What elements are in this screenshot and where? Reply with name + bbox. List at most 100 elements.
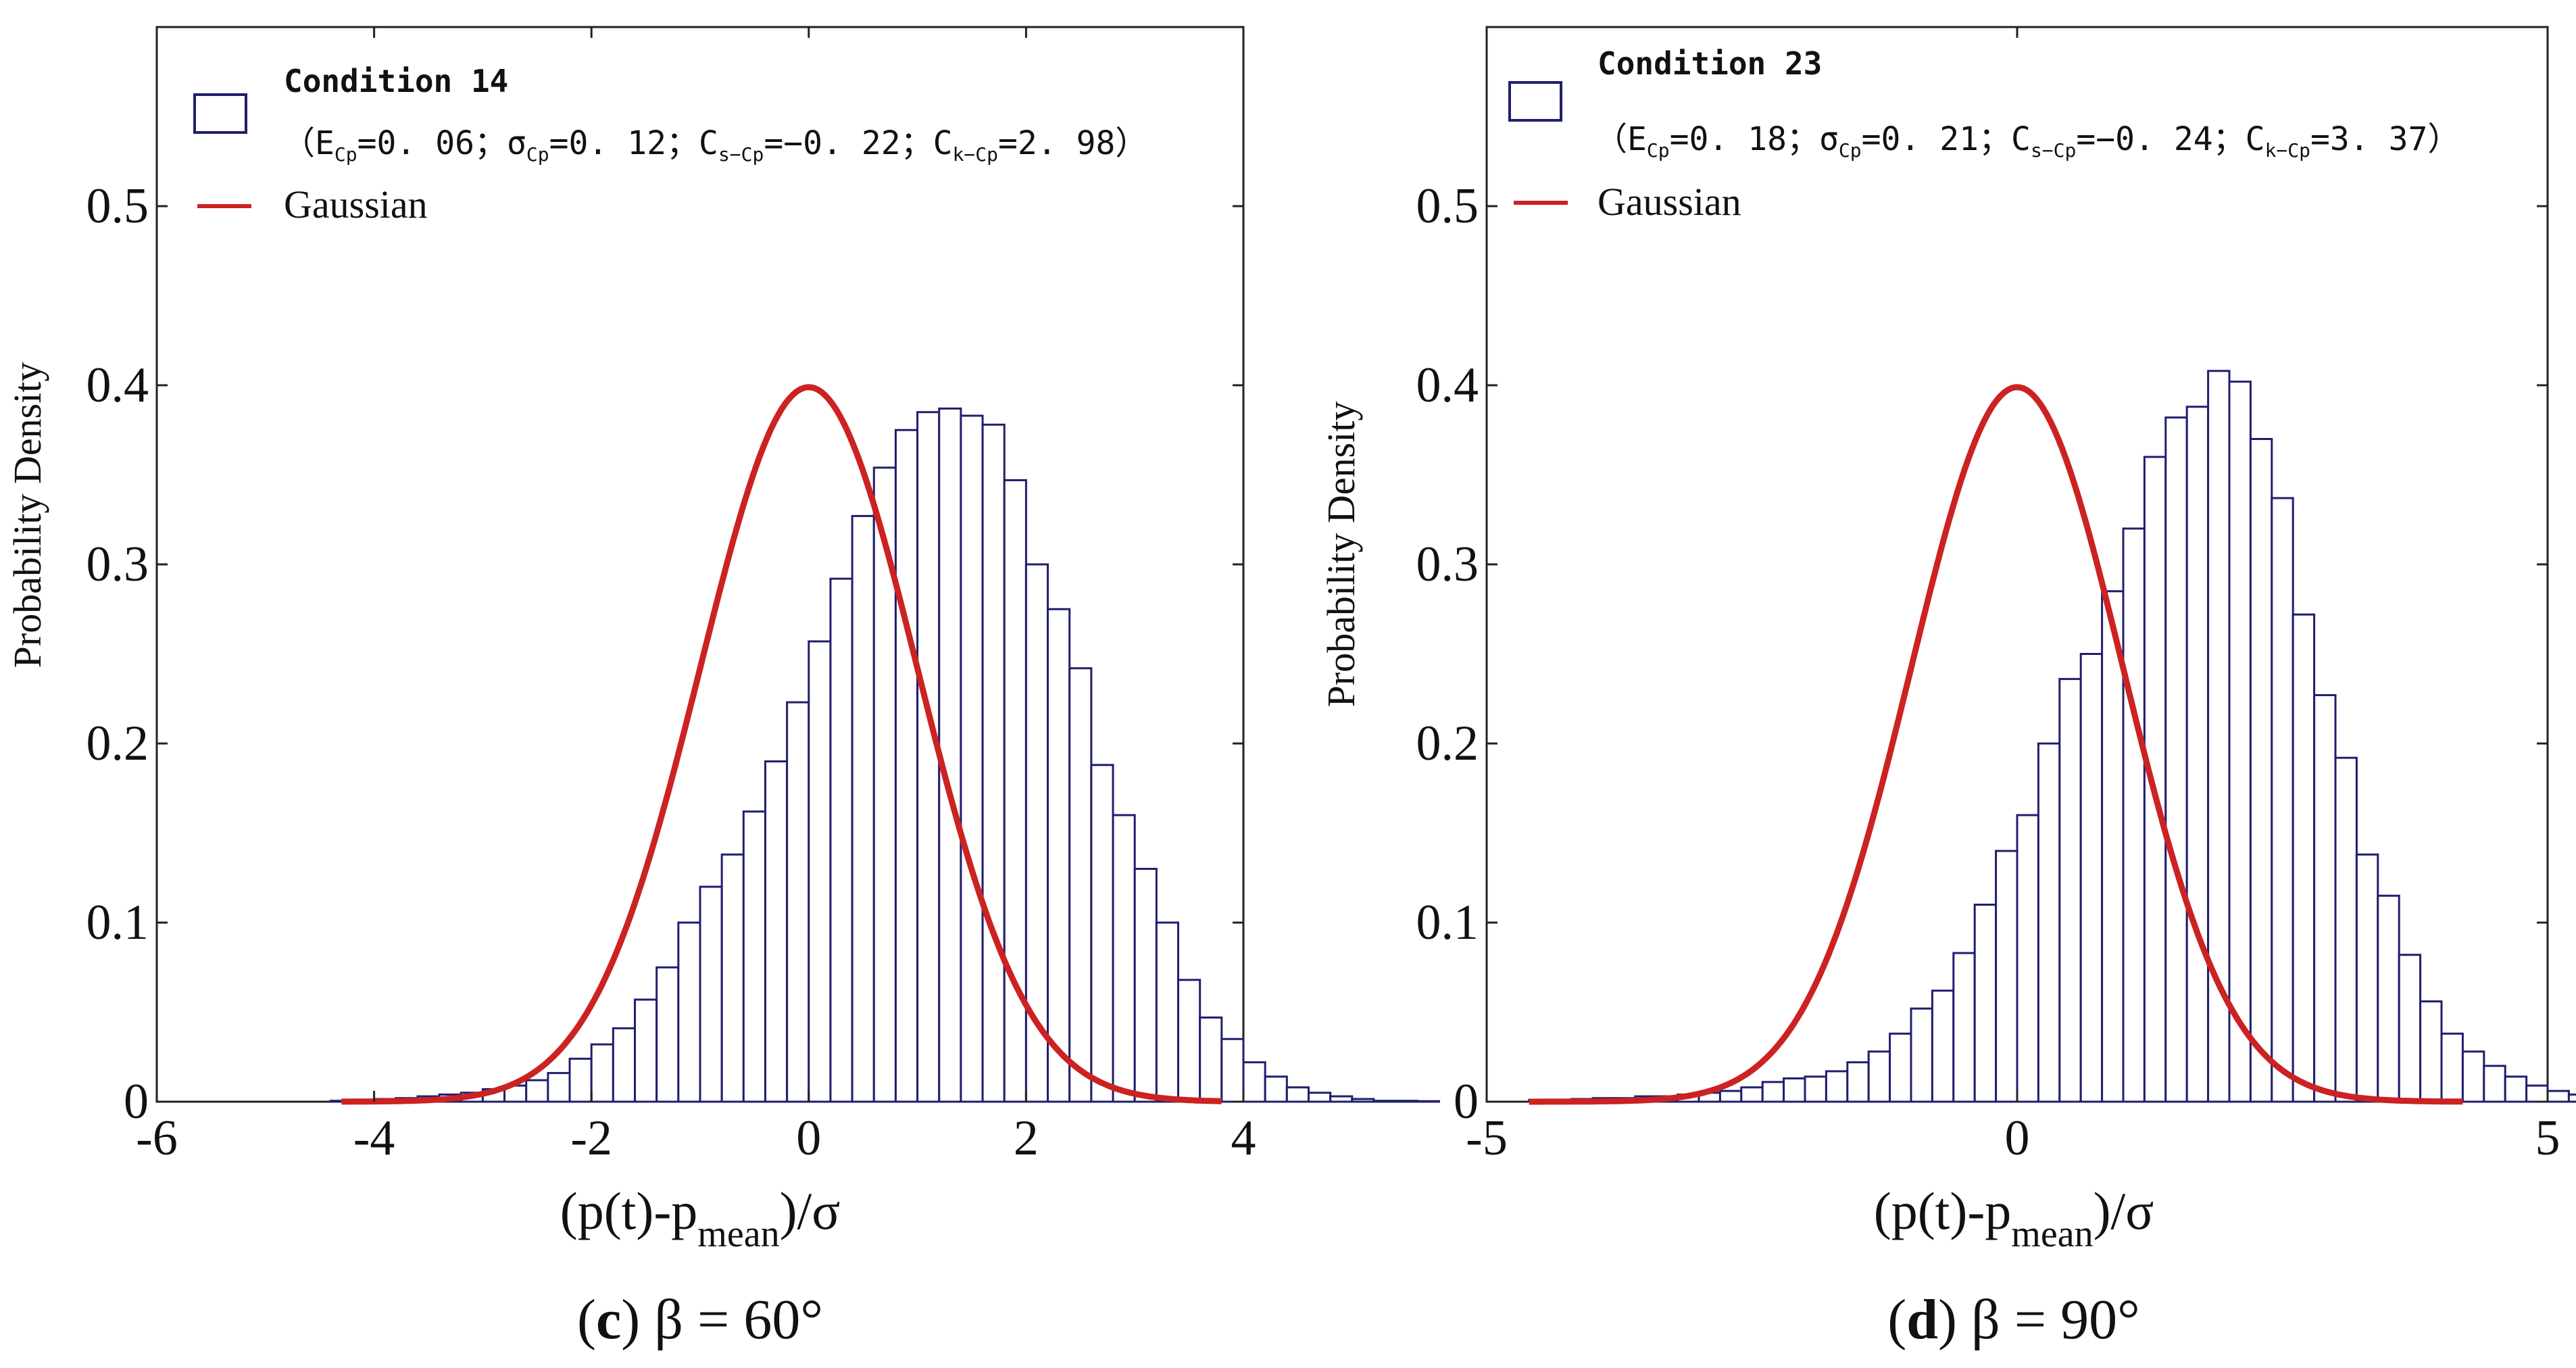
histogram-bar <box>1264 1075 1288 1103</box>
x-axis-label-main: (p(t)-p <box>560 1181 698 1240</box>
legend-stats-text: =0. 18；σ <box>1670 120 1839 158</box>
histogram-bar <box>2101 590 2125 1103</box>
legend-histogram-swatch <box>193 93 247 134</box>
y-tick-label: 0 <box>124 1074 149 1129</box>
x-tick-label: 0 <box>2005 1110 2030 1166</box>
x-axis-label-sub: mean <box>2011 1213 2093 1255</box>
histogram-bar <box>590 1043 614 1103</box>
x-tick-label: -6 <box>136 1110 178 1166</box>
x-axis-label-sub: mean <box>697 1213 779 1255</box>
legend-condition-label: Condition 14 <box>284 63 508 99</box>
y-tick-label: 0.2 <box>86 716 149 771</box>
histogram-bar <box>1112 814 1136 1103</box>
histogram-bar <box>720 853 745 1103</box>
histogram-bar <box>1047 608 1071 1103</box>
legend-stats-text: （E <box>1595 120 1647 158</box>
histogram-bar <box>1867 1050 1891 1103</box>
histogram-bar <box>742 810 766 1103</box>
panel-label: d <box>1906 1288 1938 1351</box>
histogram-bar <box>2164 416 2188 1103</box>
histogram-bar <box>2037 742 2061 1103</box>
panel-caption-text: β = 60° <box>640 1288 823 1351</box>
histogram-bar <box>2355 853 2379 1103</box>
histogram-bar <box>2143 456 2167 1103</box>
histogram-bar <box>2313 693 2337 1103</box>
legend-stats-subscript: s−Cp <box>718 143 764 166</box>
histogram-bar <box>894 429 919 1103</box>
histogram-bar <box>2440 1032 2464 1103</box>
histogram-bar <box>2461 1050 2485 1103</box>
histogram-bar <box>547 1072 571 1103</box>
histogram-bar <box>2207 370 2231 1103</box>
histogram-bar <box>2271 497 2294 1103</box>
histogram-bar <box>786 701 810 1103</box>
histogram-bar <box>2546 1090 2570 1103</box>
x-axis-label: (p(t)-pmean)/σ <box>560 1181 841 1255</box>
histogram-bar <box>829 577 853 1103</box>
histogram-bar <box>1177 979 1202 1103</box>
histogram-bar <box>1242 1061 1266 1103</box>
legend-stats-subscript: Cp <box>1839 139 1862 162</box>
histogram-bars <box>1528 370 2576 1103</box>
legend-histogram-swatch <box>1508 81 1562 122</box>
histogram-bar <box>1372 1100 1397 1103</box>
histogram-bar <box>808 640 832 1103</box>
histogram-bar <box>1889 1032 1912 1103</box>
y-tick-label: 0.4 <box>1416 358 1479 413</box>
histogram-bar <box>699 885 723 1103</box>
legend-condition-label: Condition 23 <box>1597 45 1822 82</box>
x-tick-label: -5 <box>1466 1110 1508 1166</box>
gaussian-curve <box>341 384 1222 1105</box>
legend-stats-text: =3. 37） <box>2310 120 2460 158</box>
legend-stats-line: （ECp=0. 18；σCp=0. 21；Cs−Cp=−0. 24；Ck−Cp=… <box>1595 120 2460 162</box>
histogram-bar <box>981 423 1006 1103</box>
legend-stats-text: （E <box>282 124 335 162</box>
legend-stats-subscript: Cp <box>335 143 357 166</box>
histogram-bar <box>764 760 789 1103</box>
legend-stats-text: =0. 12；C <box>549 124 718 162</box>
x-tick-label: 0 <box>796 1110 821 1166</box>
y-tick-label: 0.1 <box>1416 895 1479 950</box>
y-tick-label: 0.1 <box>86 895 149 950</box>
histogram-bar <box>1718 1090 1743 1103</box>
panel-caption: (c) β = 60° <box>577 1288 823 1351</box>
histogram-bar <box>1740 1086 1764 1103</box>
histogram-bar <box>1220 1037 1245 1103</box>
histogram-bar <box>2185 406 2210 1103</box>
histogram-bar <box>1155 921 1180 1103</box>
histogram-bar <box>2228 381 2252 1103</box>
histogram-bar <box>1329 1095 1354 1103</box>
legend: Condition 14 （ECp=0. 06；σCp=0. 12；Cs−Cp=… <box>193 63 1147 226</box>
histogram-bar <box>2419 1000 2443 1103</box>
histogram-bar <box>1995 850 2018 1103</box>
histogram-bar <box>2016 814 2039 1103</box>
histogram-bar <box>634 998 658 1103</box>
histogram-bar <box>2292 613 2316 1103</box>
histogram-bar <box>677 921 701 1103</box>
legend-stats-subscript: k−Cp <box>953 143 998 166</box>
chart-panel-c: -6 -4 -2 0 2 4 0 0.1 0.2 0.3 0.4 0.5 Probability De… <box>5 26 1440 1351</box>
x-tick-label: -4 <box>353 1110 395 1166</box>
histogram-bar <box>938 407 962 1103</box>
histogram-bar <box>2525 1084 2549 1103</box>
tick-labels: -5 0 500.10.20.30.40.5 <box>1416 178 2560 1166</box>
histogram-bar <box>1973 904 1998 1103</box>
legend-gaussian-label: Gaussian <box>284 182 428 226</box>
histogram-bar <box>1761 1081 1785 1103</box>
legend-stats-subscript: Cp <box>1647 139 1670 162</box>
histogram-bar <box>2398 954 2422 1103</box>
histogram-bar <box>612 1027 637 1103</box>
y-tick-label: 0.4 <box>86 358 149 413</box>
histogram-bar <box>1952 952 1976 1103</box>
x-tick-label: 5 <box>2535 1110 2560 1166</box>
legend-stats-subscript: s−Cp <box>2031 139 2076 162</box>
legend-stats-subscript: k−Cp <box>2265 139 2310 162</box>
histogram-bar <box>1825 1070 1849 1103</box>
histogram-bar <box>1003 479 1027 1103</box>
histogram-bar <box>1090 764 1114 1103</box>
histogram-bar <box>1068 667 1093 1103</box>
histogram-bar <box>2079 653 2104 1103</box>
legend-stats-line: （ECp=0. 06；σCp=0. 12；Cs−Cp=−0. 22；Ck−Cp=… <box>282 124 1147 166</box>
y-tick-label: 0.3 <box>86 537 149 592</box>
chart-panel-d: -5 0 500.10.20.30.40.5 Probability Density… <box>1319 26 2576 1351</box>
